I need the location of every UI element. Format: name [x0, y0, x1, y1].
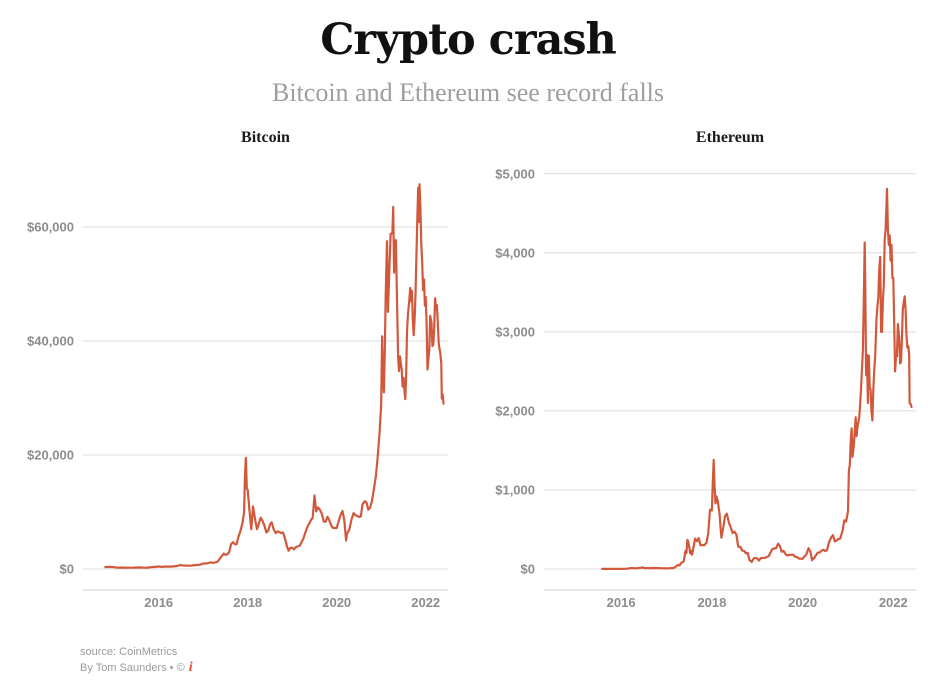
- bitcoin-chart-title: Bitcoin: [241, 129, 290, 146]
- x-tick-label: 2022: [411, 595, 440, 610]
- bitcoin-chart: Bitcoin $0 $20,000 $40,000 $60,000 2016 2018 2…: [8, 128, 460, 611]
- x-tick-label: 2020: [788, 595, 817, 610]
- crypto-crash-infographic: Crypto crash Bitcoin and Ethereum see re…: [0, 14, 936, 675]
- y-tick-label: $5,000: [495, 166, 535, 181]
- ethereum-price-plot: $0 $1,000 $2,000 $3,000 $4,000 $5,000 2016 2018…: [495, 166, 916, 610]
- ethereum-chart: Ethereum $0 $1,000 $2,000 $3,000 $4,000 $5,00…: [476, 128, 928, 611]
- y-tick-label: $1,000: [495, 483, 535, 498]
- x-tick-label: 2022: [879, 595, 908, 610]
- ethereum-price-line: [600, 187, 913, 570]
- y-tick-label: $4,000: [495, 245, 535, 260]
- footer: source: CoinMetrics By Tom Saunders • © …: [80, 645, 193, 676]
- x-tick-label: 2020: [322, 595, 351, 610]
- x-tick-label: 2016: [144, 595, 173, 610]
- y-tick-label: $3,000: [495, 324, 535, 339]
- byline: By Tom Saunders • ©: [80, 662, 185, 674]
- y-tick-label: $2,000: [495, 403, 535, 418]
- y-tick-label: $0: [60, 562, 74, 577]
- charts-row: Bitcoin $0 $20,000 $40,000 $60,000 2016 2018 2…: [0, 128, 936, 611]
- x-tick-label: 2018: [697, 595, 726, 610]
- page-subtitle: Bitcoin and Ethereum see record falls: [271, 78, 665, 107]
- page-title: Crypto crash: [320, 15, 617, 65]
- bitcoin-price-line: [104, 183, 445, 569]
- y-tick-label: $60,000: [27, 220, 74, 235]
- x-tick-label: 2016: [607, 595, 636, 610]
- byline-row: By Tom Saunders • © i: [80, 660, 193, 676]
- i-news-logo-icon: i: [188, 660, 193, 675]
- y-tick-label: $0: [521, 562, 535, 577]
- ethereum-chart-title: Ethereum: [695, 129, 765, 146]
- source-line: source: CoinMetrics: [80, 646, 178, 658]
- bitcoin-price-plot: $0 $20,000 $40,000 $60,000 2016 2018 2020 2022: [27, 183, 448, 610]
- x-tick-label: 2018: [233, 595, 262, 610]
- y-tick-label: $20,000: [27, 448, 74, 463]
- y-tick-label: $40,000: [27, 334, 74, 349]
